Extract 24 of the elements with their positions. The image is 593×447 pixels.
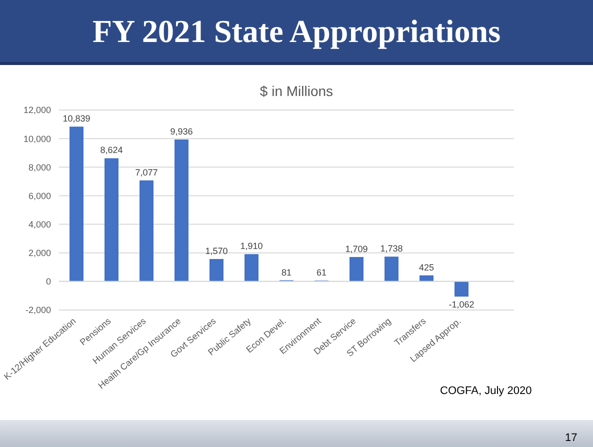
data-label: 10,839	[62, 114, 90, 124]
text: 17	[565, 432, 578, 444]
data-label: 61	[316, 268, 327, 278]
y-tick-label: 0	[46, 276, 51, 287]
data-label: -1,062	[448, 300, 474, 310]
data-label: 425	[418, 262, 434, 272]
y-tick-label: -2,000	[25, 305, 51, 316]
data-label: 7,077	[135, 167, 158, 178]
y-tick-label: 8,000	[28, 162, 51, 172]
data-label: 9,936	[170, 126, 193, 136]
chart-title: FY 2021 State Appropriations	[92, 12, 501, 50]
chart-subtitle: $ in Millions	[258, 83, 334, 99]
data-label: 81	[281, 267, 292, 278]
y-tick-label: 10,000	[23, 134, 51, 144]
y-tick-label: 12,000	[23, 105, 51, 116]
text: COGFA, July 2020	[440, 385, 532, 397]
data-label: 1,709	[345, 244, 368, 254]
data-label: 1,910	[240, 241, 263, 252]
y-tick-label: 4,000	[28, 219, 51, 230]
y-tick-label: 2,000	[28, 248, 51, 258]
y-tick-label: 6,000	[28, 190, 51, 201]
data-label: 1,570	[205, 246, 228, 256]
data-label: 1,738	[380, 244, 403, 254]
data-label: 8,624	[100, 145, 123, 156]
